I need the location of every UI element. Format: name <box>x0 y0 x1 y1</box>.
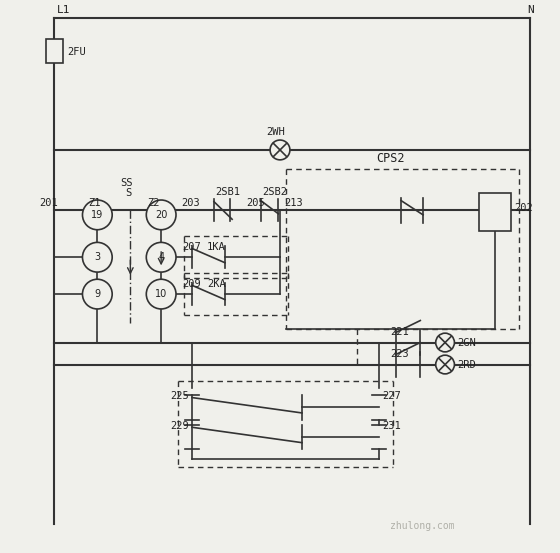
Text: SS: SS <box>120 179 133 189</box>
Circle shape <box>82 200 112 229</box>
Text: 4: 4 <box>158 252 164 262</box>
Circle shape <box>82 279 112 309</box>
Text: Z1: Z1 <box>88 198 101 208</box>
Text: 213: 213 <box>284 198 302 208</box>
Text: 3: 3 <box>94 252 100 262</box>
Circle shape <box>436 355 454 374</box>
Circle shape <box>146 279 176 309</box>
Text: 2WH: 2WH <box>266 127 285 137</box>
Circle shape <box>436 333 454 352</box>
Circle shape <box>146 242 176 272</box>
Bar <box>479 193 511 231</box>
Text: 2RD: 2RD <box>457 359 476 369</box>
Text: 231: 231 <box>382 421 400 431</box>
Text: 2KA: 2KA <box>207 279 226 289</box>
Text: 221: 221 <box>390 327 409 337</box>
Text: 2SB2: 2SB2 <box>262 187 287 197</box>
Text: Z2: Z2 <box>147 198 160 208</box>
Text: 201: 201 <box>40 198 58 208</box>
Circle shape <box>146 200 176 229</box>
Bar <box>45 39 63 63</box>
Text: S: S <box>125 189 131 199</box>
Text: 223: 223 <box>390 349 409 359</box>
Text: 2GN: 2GN <box>457 337 476 347</box>
Text: 1KA: 1KA <box>207 242 226 252</box>
Text: 209: 209 <box>183 279 202 289</box>
Text: L1: L1 <box>57 5 71 15</box>
Text: zhulong.com: zhulong.com <box>390 521 455 531</box>
Text: 203: 203 <box>181 198 200 208</box>
Circle shape <box>82 242 112 272</box>
Text: 2FU: 2FU <box>67 47 86 57</box>
Text: N: N <box>528 5 534 15</box>
Text: 2SB1: 2SB1 <box>216 187 241 197</box>
Text: CPS2: CPS2 <box>376 152 404 165</box>
Text: 205: 205 <box>246 198 265 208</box>
Text: 10: 10 <box>155 289 167 299</box>
Text: 19: 19 <box>91 210 104 220</box>
Text: 229: 229 <box>170 421 189 431</box>
Text: 20: 20 <box>155 210 167 220</box>
Text: 225: 225 <box>170 391 189 401</box>
Text: 227: 227 <box>382 391 400 401</box>
Text: 207: 207 <box>183 242 202 252</box>
Text: 202: 202 <box>515 203 533 213</box>
Text: 9: 9 <box>94 289 100 299</box>
Circle shape <box>270 140 290 160</box>
